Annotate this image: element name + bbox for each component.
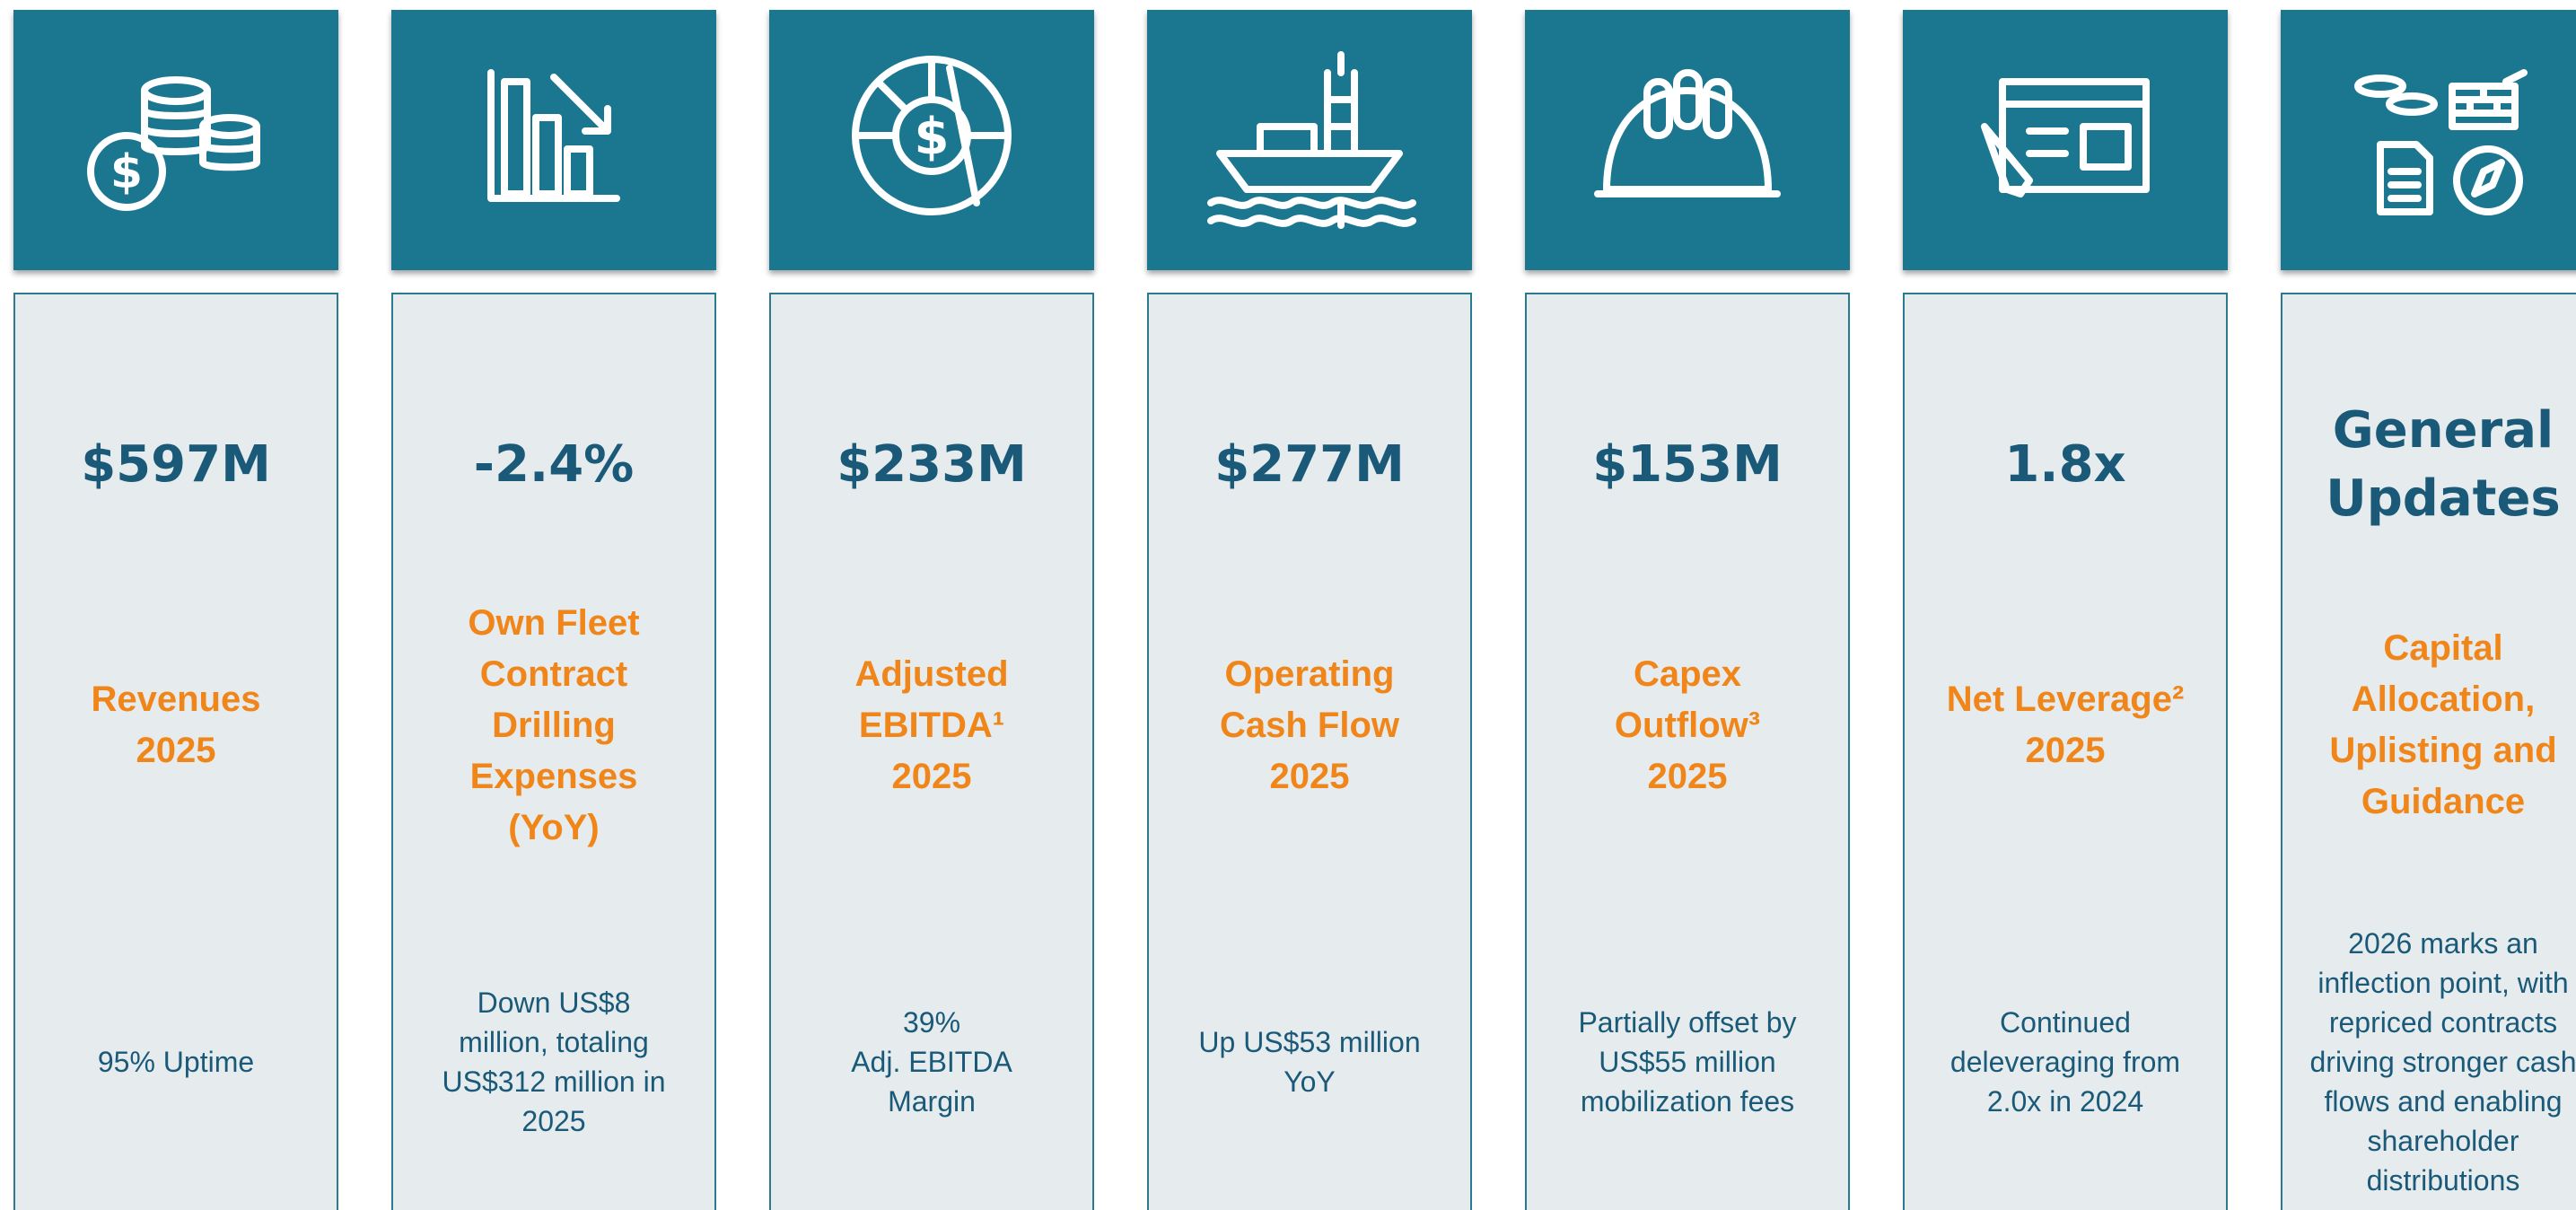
icon	[487, 69, 620, 202]
svg-text:$: $	[915, 108, 950, 166]
icon	[1981, 78, 2150, 197]
icon-box	[1147, 10, 1472, 270]
kpi-column: $ $233M Adjusted EBITDA¹ 2025 39% Adj. EBIT…	[769, 0, 1094, 1210]
kpi-panel: 1.8x Net Leverage² 2025 Continued delevera…	[1903, 293, 2228, 1210]
kpi-panel: General Updates Capital Allocation, Uplis…	[2281, 293, 2576, 1210]
icon-box	[391, 10, 716, 270]
kpi-column: $277M Operating Cash Flow 2025 Up US$53 mi…	[1147, 0, 1472, 1210]
svg-text:$: $	[110, 145, 143, 199]
icon: $	[852, 56, 1012, 215]
icon-box: $	[769, 10, 1094, 270]
kpi-column: -2.4% Own Fleet Contract Drilling Expense…	[391, 0, 716, 1210]
kpi-column: $ $597M Revenues 2025 95% Uptime	[13, 0, 338, 1210]
kpi-panel: $233M Adjusted EBITDA¹ 2025 39% Adj. EBITD…	[769, 293, 1094, 1210]
icon: $	[87, 76, 260, 211]
kpi-panel: $277M Operating Cash Flow 2025 Up US$53 mi…	[1147, 293, 1472, 1210]
icon	[1594, 69, 1781, 197]
icon-box: $	[13, 10, 338, 270]
kpi-column: $153M Capex Outflow³ 2025 Partially offset…	[1525, 0, 1850, 1210]
icon-box	[1903, 10, 2228, 270]
icon	[1207, 51, 1416, 229]
icon-box	[2281, 10, 2576, 270]
kpi-column: 1.8x Net Leverage² 2025 Continued delevera…	[1903, 0, 2228, 1210]
icon	[2354, 69, 2528, 215]
kpi-column: General Updates Capital Allocation, Uplis…	[2281, 0, 2576, 1210]
kpi-panel: $153M Capex Outflow³ 2025 Partially offset…	[1525, 293, 1850, 1210]
kpi-panel: $597M Revenues 2025 95% Uptime	[13, 293, 338, 1210]
kpi-panel: -2.4% Own Fleet Contract Drilling Expense…	[391, 293, 716, 1210]
icon-box	[1525, 10, 1850, 270]
